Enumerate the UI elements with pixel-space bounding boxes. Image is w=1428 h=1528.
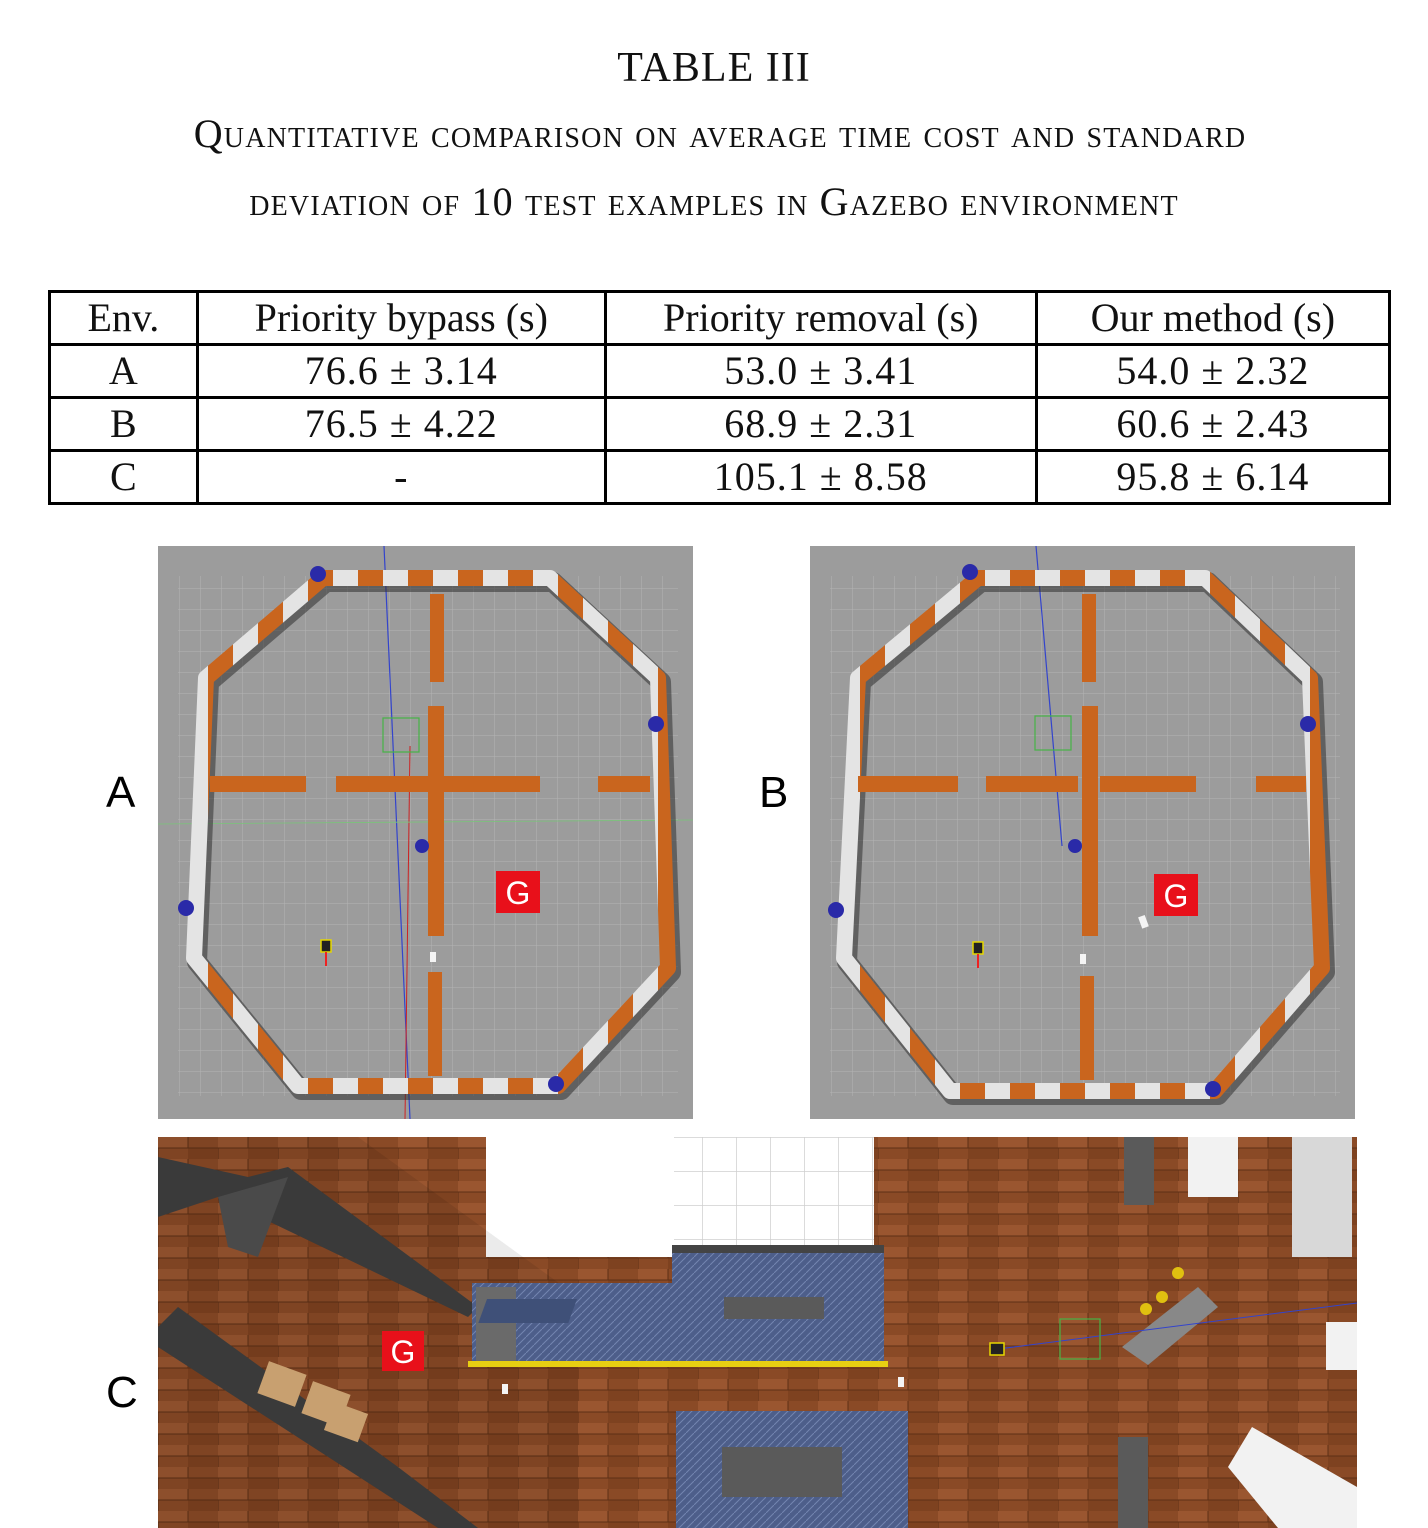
gazebo-env-c: G — [158, 1137, 1357, 1528]
table-row: B 76.5 ± 4.22 68.9 ± 2.31 60.6 ± 2.43 — [48, 396, 1392, 452]
header-env: Env. — [48, 290, 199, 346]
table-row: C - 105.1 ± 8.58 95.8 ± 6.14 — [48, 449, 1392, 505]
cell-env: B — [48, 396, 199, 452]
cell-value: 68.9 ± 2.31 — [603, 396, 1038, 452]
cell-value: 54.0 ± 2.32 — [1034, 343, 1392, 399]
results-table: Env. Priority bypass (s) Priority remova… — [48, 290, 1392, 505]
gazebo-env-a: G — [158, 546, 693, 1119]
goal-marker-a: G — [506, 875, 531, 911]
goal-marker-c: G — [391, 1334, 416, 1370]
goal-marker-b: G — [1164, 878, 1189, 914]
panel-label-a: A — [106, 768, 136, 817]
table-header-row: Env. Priority bypass (s) Priority remova… — [48, 290, 1392, 346]
cell-value: 76.6 ± 3.14 — [195, 343, 607, 399]
header-priority-removal: Priority removal (s) — [603, 290, 1038, 346]
cell-value: - — [195, 449, 607, 505]
table-number: TABLE III — [617, 45, 811, 91]
table-row: A 76.6 ± 3.14 53.0 ± 3.41 54.0 ± 2.32 — [48, 343, 1392, 399]
gazebo-env-b: G — [810, 546, 1355, 1119]
cell-value: 53.0 ± 3.41 — [603, 343, 1038, 399]
cell-env: A — [48, 343, 199, 399]
cell-value: 60.6 ± 2.43 — [1034, 396, 1392, 452]
cell-value: 76.5 ± 4.22 — [195, 396, 607, 452]
gazebo-env-b-render: G — [810, 546, 1355, 1119]
header-our-method: Our method (s) — [1034, 290, 1392, 346]
table-caption-line-1: Quantitative comparison on average time … — [193, 111, 1247, 156]
panel-label-c: C — [106, 1368, 138, 1417]
gazebo-env-c-render: G — [158, 1137, 1357, 1528]
panel-label-b: B — [759, 768, 789, 817]
table-caption-line-2: deviation of 10 test examples in Gazebo … — [249, 179, 1179, 224]
cell-env: C — [48, 449, 199, 505]
cell-value: 105.1 ± 8.58 — [603, 449, 1038, 505]
gazebo-env-a-render: G — [158, 546, 693, 1119]
header-priority-bypass: Priority bypass (s) — [195, 290, 607, 346]
cell-value: 95.8 ± 6.14 — [1034, 449, 1392, 505]
